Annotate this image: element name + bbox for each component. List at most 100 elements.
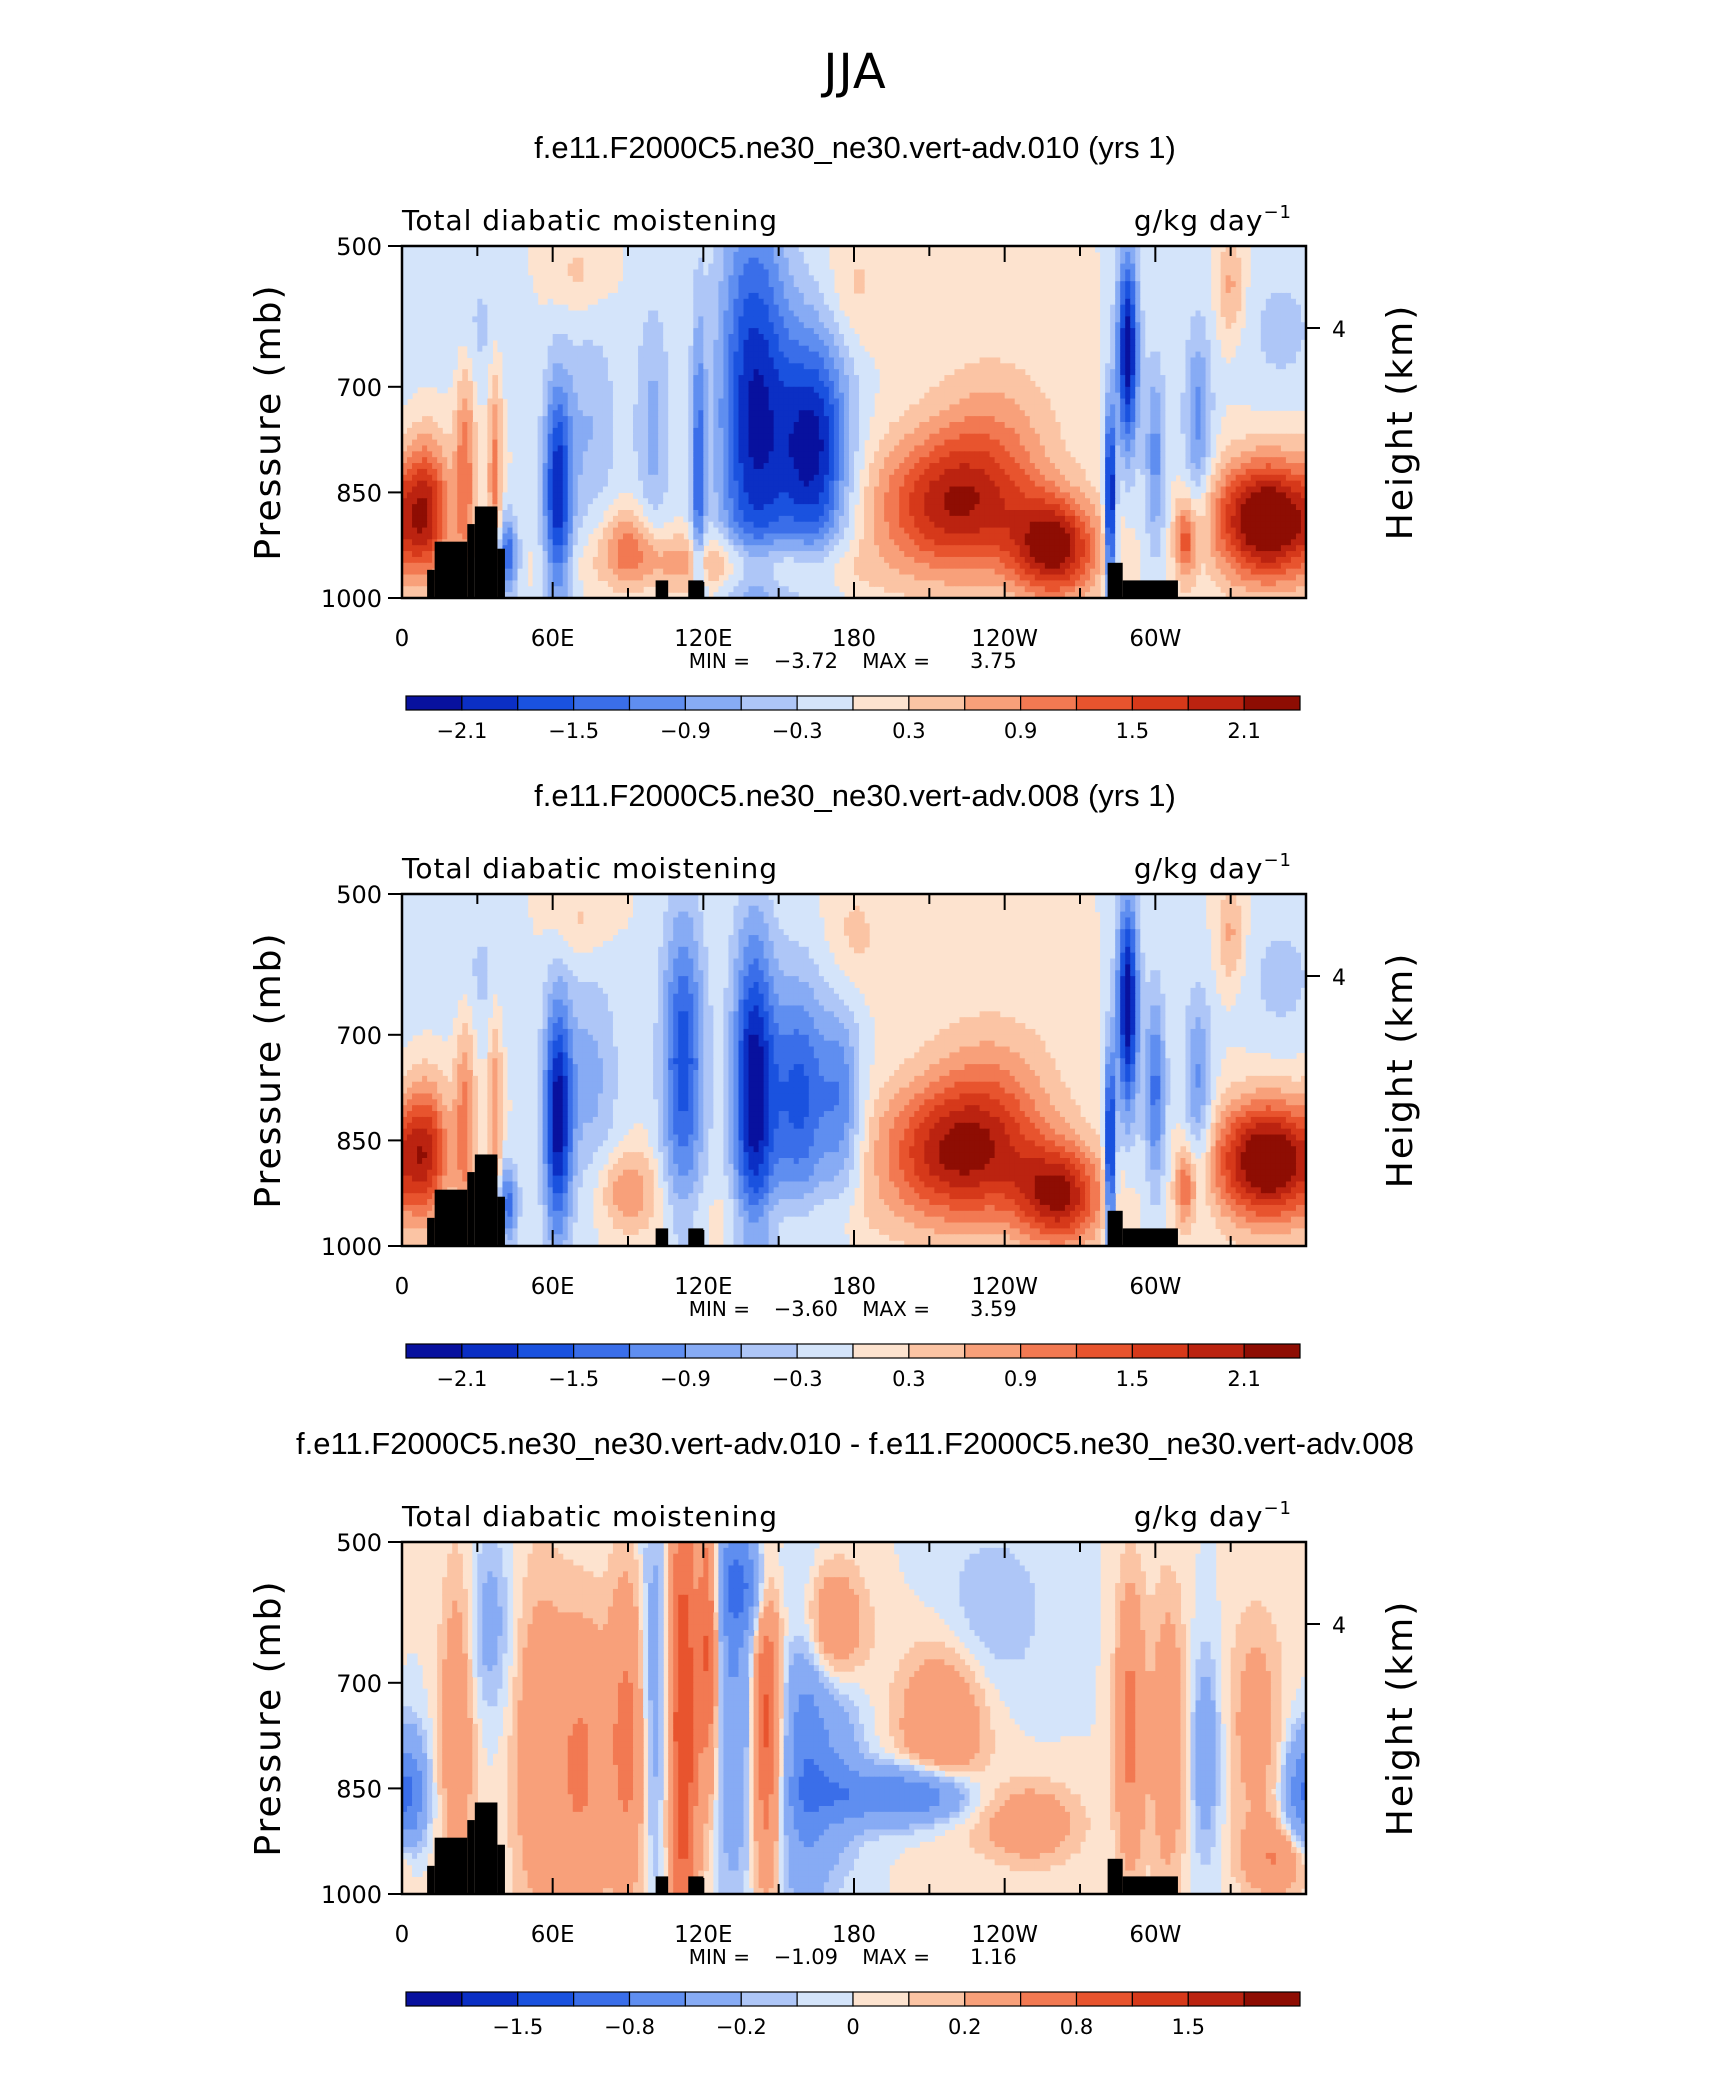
field-cell: [718, 422, 725, 429]
field-cell: [1170, 433, 1177, 441]
field-cell: [1275, 292, 1282, 300]
field-cell: [1140, 398, 1146, 405]
field-cell: [723, 345, 730, 353]
field-cell: [557, 439, 564, 447]
field-cell: [1029, 422, 1036, 429]
field-cell: [522, 439, 529, 447]
field-cell: [592, 328, 599, 335]
field-cell: [512, 287, 519, 294]
field-cell: [492, 328, 499, 335]
field-cell: [1125, 375, 1131, 382]
field-cell: [678, 298, 684, 306]
field-cell: [577, 457, 584, 464]
field-cell: [497, 334, 504, 341]
field-cell: [648, 416, 654, 423]
field-cell: [572, 439, 579, 447]
field-cell: [628, 463, 634, 470]
field-cell: [1270, 316, 1277, 323]
field-cell: [723, 422, 730, 429]
field-cell: [577, 380, 584, 388]
field-cell: [818, 339, 825, 347]
field-cell: [512, 439, 519, 447]
field-cell: [803, 263, 810, 271]
field-cell: [457, 310, 463, 317]
field-cell: [643, 339, 649, 347]
field-cell: [708, 422, 714, 429]
field-cell: [1200, 445, 1207, 452]
field-cell: [798, 445, 805, 452]
field-cell: [507, 357, 514, 364]
field-cell: [1130, 375, 1136, 382]
field-cell: [1290, 328, 1297, 335]
field-cell: [688, 451, 694, 458]
field-cell: [638, 269, 644, 276]
field-cell: [422, 375, 428, 382]
field-cell: [974, 369, 981, 376]
field-cell: [1110, 451, 1116, 458]
field-cell: [1170, 357, 1177, 364]
field-cell: [522, 246, 529, 253]
field-cell: [723, 386, 730, 394]
field-cell: [718, 334, 725, 341]
field-cell: [412, 263, 418, 271]
field-cell: [854, 275, 860, 282]
field-cell: [592, 463, 599, 470]
field-cell: [1110, 269, 1116, 276]
field-cell: [1180, 246, 1187, 253]
field-cell: [1044, 439, 1051, 447]
field-cell: [1044, 433, 1051, 441]
field-cell: [1175, 287, 1182, 294]
field-cell: [587, 316, 594, 323]
field-cell: [1200, 328, 1207, 335]
field-cell: [472, 304, 478, 312]
field-cell: [1100, 398, 1106, 405]
field-cell: [502, 281, 509, 288]
field-cell: [633, 316, 639, 323]
field-cell: [452, 433, 458, 441]
field-cell: [522, 451, 529, 458]
field-cell: [638, 263, 644, 271]
field-cell: [683, 439, 689, 447]
field-cell: [813, 351, 820, 359]
field-cell: [818, 416, 825, 423]
field-cell: [607, 457, 614, 464]
field-cell: [1115, 263, 1121, 271]
field-cell: [778, 304, 785, 312]
field-cell: [713, 281, 719, 288]
field-cell: [572, 263, 579, 271]
field-cell: [783, 275, 790, 282]
field-cell: [1115, 287, 1121, 294]
field-cell: [1195, 357, 1202, 364]
field-cell: [407, 263, 413, 271]
field-cell: [532, 345, 539, 353]
field-cell: [733, 251, 740, 259]
field-cell: [1260, 433, 1267, 441]
field-cell: [1300, 445, 1307, 452]
field-cell: [567, 445, 574, 452]
field-cell: [542, 369, 549, 376]
field-cell: [617, 351, 624, 359]
field-cell: [407, 251, 413, 259]
field-cell: [1200, 369, 1207, 376]
field-cell: [1250, 334, 1257, 341]
field-cell: [482, 269, 488, 276]
field-cell: [432, 357, 438, 364]
field-cell: [818, 351, 825, 359]
field-cell: [522, 251, 529, 259]
field-cell: [427, 328, 433, 335]
field-cell: [984, 357, 991, 364]
field-cell: [487, 439, 493, 447]
field-cell: [1145, 375, 1151, 382]
field-cell: [1120, 246, 1126, 253]
field-cell: [507, 257, 514, 265]
field-cell: [653, 257, 659, 265]
field-cell: [783, 322, 790, 329]
field-cell: [1170, 422, 1177, 429]
field-cell: [1155, 392, 1161, 400]
field-cell: [1175, 316, 1182, 323]
field-cell: [738, 433, 745, 441]
field-cell: [708, 457, 714, 464]
field-cell: [738, 281, 745, 288]
field-cell: [718, 416, 725, 423]
field-cell: [532, 322, 539, 329]
